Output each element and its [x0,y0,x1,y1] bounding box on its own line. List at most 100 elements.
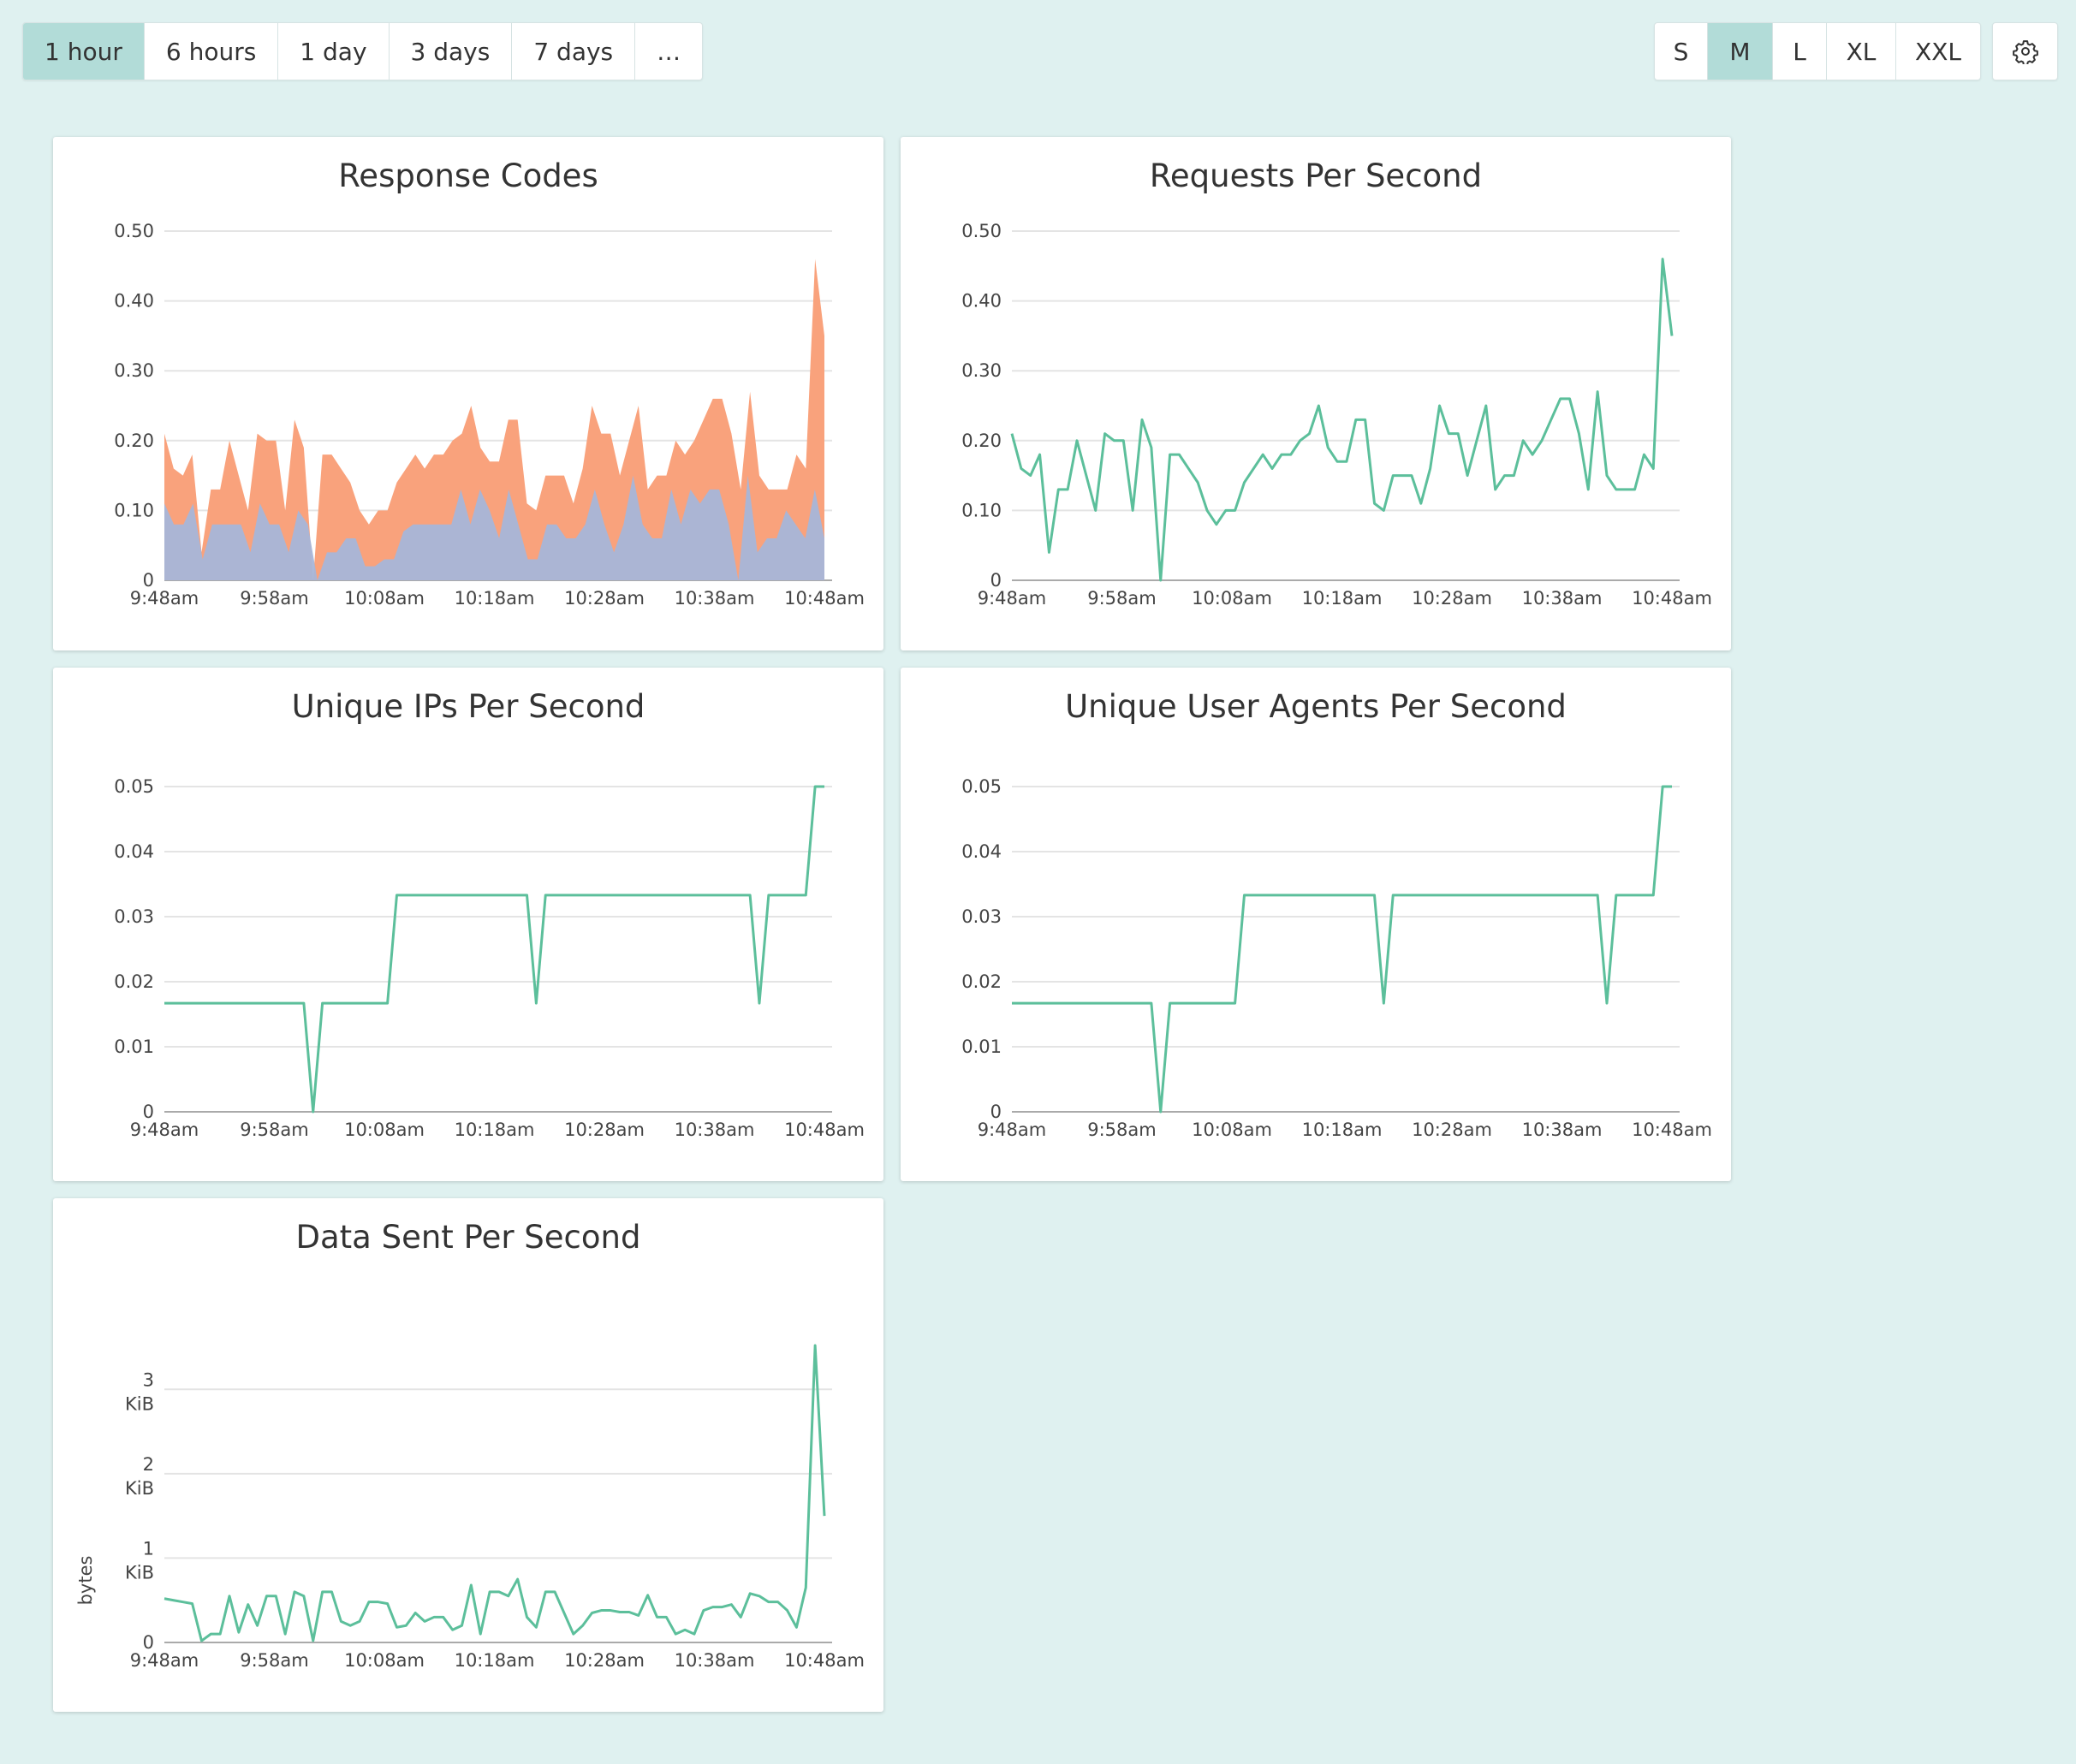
x-tick-label: 10:18am [1302,588,1383,609]
x-tick-label: 10:48am [1632,1120,1712,1140]
range-1-hour-button[interactable]: 1 hour [23,23,145,80]
x-tick-label: 10:38am [1522,1120,1603,1140]
series-line [1010,258,1674,582]
data-sent-chart: 0 1 KiB 2 KiB 3 KiB bytes 9:48am 9:58am 10:08am 10:… [75,1344,865,1671]
toolbar: 1 hour 6 hours 1 day 3 days 7 days … S M… [0,0,2076,103]
panel-unique-ips: Unique IPs Per Second 0 0.01 0.02 0.03 0.04 0… [53,668,883,1181]
range-more-button[interactable]: … [657,37,681,66]
y-tick-label: 0.02 [114,971,154,992]
y-tick-label: 0.05 [961,776,1002,797]
y-tick-label: 0.50 [114,221,154,241]
x-tick-label: 10:38am [675,588,755,609]
x-tick-label: 9:48am [130,588,199,609]
x-tick-label: 9:48am [978,588,1046,609]
y-tick-label: 0.03 [114,906,154,927]
x-tick-label: 9:58am [1087,1120,1156,1140]
panel-data-sent: Data Sent Per Second 0 1 KiB 2 KiB 3 KiB bytes 9… [53,1198,883,1712]
panel-unique-user-agents: Unique User Agents Per Second 0 0.01 0.02 0… [901,668,1731,1181]
x-tick-label: 10:28am [564,588,645,609]
y-tick-label: 3 [143,1369,154,1390]
series-line [164,785,824,1114]
panel-title: Unique User Agents Per Second [1065,688,1567,725]
panel-requests-per-second: Requests Per Second 0 0.10 0.20 0.30 0.40 0.5… [901,137,1731,650]
y-tick-label: 0.30 [961,360,1002,381]
y-tick-label: 0 [143,1632,154,1653]
x-tick-label: 10:28am [564,1120,645,1140]
chart-size-group: S M L XL XXL [1654,22,1981,80]
y-tick-label: 0.05 [114,776,154,797]
panel-title: Unique IPs Per Second [291,688,645,725]
x-tick-label: 10:18am [455,1650,535,1671]
y-tick-label: 0.50 [961,221,1002,241]
y-tick-label: 0.04 [961,841,1002,862]
area-series-blue [164,475,824,580]
x-tick-label: 10:08am [1192,1120,1272,1140]
y-tick-label: 0.40 [114,291,154,312]
x-tick-label: 10:38am [1522,588,1603,609]
response-codes-chart: 0 0.10 0.20 0.30 0.40 0.50 9:48am 9:58am 10:08am… [114,221,865,609]
y-tick-label: 0 [990,570,1002,591]
panel-title: Response Codes [338,157,598,194]
x-tick-label: 10:38am [675,1120,755,1140]
x-tick-label: 10:18am [455,1120,535,1140]
settings-group [1992,22,2058,80]
y-tick-label: 0.01 [114,1036,154,1057]
panel-title: Data Sent Per Second [295,1219,641,1256]
x-tick-label: 9:58am [240,1650,308,1671]
x-tick-label: 10:08am [1192,588,1272,609]
area-series-orange [164,258,824,580]
x-tick-label: 10:48am [784,1120,865,1140]
y-axis-label: bytes [75,1556,96,1606]
x-tick-label: 9:58am [240,1120,308,1140]
requests-chart: 0 0.10 0.20 0.30 0.40 0.50 9:48am 9:58am 10:08am… [961,221,1712,609]
x-tick-label: 10:18am [1302,1120,1383,1140]
x-tick-label: 9:58am [240,588,308,609]
x-tick-label: 9:48am [978,1120,1046,1140]
x-tick-label: 9:58am [1087,588,1156,609]
size-l-button[interactable]: L [1773,23,1827,80]
x-tick-label: 9:48am [130,1650,199,1671]
x-tick-label: 10:08am [344,588,425,609]
x-tick-label: 10:18am [455,588,535,609]
y-tick-label: 0.01 [961,1036,1002,1057]
range-1-day-button[interactable]: 1 day [278,23,390,80]
panel-title: Requests Per Second [1149,157,1483,194]
unique-agents-chart: 0 0.01 0.02 0.03 0.04 0.05 9:48am 9:58am 10:08am… [961,776,1712,1140]
x-tick-label: 10:08am [344,1120,425,1140]
x-tick-label: 10:28am [1412,588,1492,609]
x-tick-label: 10:28am [1412,1120,1492,1140]
x-tick-label: 10:28am [564,1650,645,1671]
y-tick-label: 0.10 [114,500,154,520]
y-tick-label: 0.10 [961,500,1002,520]
size-xl-button[interactable]: XL [1827,23,1896,80]
size-xxl-button[interactable]: XXL [1915,37,1961,66]
series-line [164,1344,826,1642]
y-tick-label: 0.30 [114,360,154,381]
unique-ips-chart: 0 0.01 0.02 0.03 0.04 0.05 9:48am 9:58am 10:08am… [114,776,865,1140]
size-m-button[interactable]: M [1708,23,1773,80]
y-tick-label: 0 [990,1102,1002,1122]
y-tick-label: 0.20 [961,431,1002,451]
gear-icon [2012,40,2038,64]
time-range-group: 1 hour 6 hours 1 day 3 days 7 days … [22,22,704,80]
y-tick-label: 0 [143,570,154,591]
x-tick-label: 10:48am [784,588,865,609]
series-line [1012,785,1672,1114]
range-7-days-button[interactable]: 7 days [512,23,636,80]
y-tick-label: 0.40 [961,291,1002,312]
y-tick-unit: KiB [125,1478,154,1499]
range-6-hours-button[interactable]: 6 hours [145,23,279,80]
y-tick-label: 2 [143,1454,154,1475]
range-3-days-button[interactable]: 3 days [390,23,513,80]
x-tick-label: 9:48am [130,1120,199,1140]
settings-button[interactable] [1993,23,2057,80]
x-tick-label: 10:48am [1632,588,1712,609]
x-tick-label: 10:48am [784,1650,865,1671]
y-tick-label: 1 [143,1538,154,1559]
y-tick-label: 0 [143,1102,154,1122]
x-tick-label: 10:38am [675,1650,755,1671]
y-tick-label: 0.04 [114,841,154,862]
size-s-button[interactable]: S [1655,23,1708,80]
panel-response-codes: Response Codes 0 0.10 0.20 0.30 0.40 0.50 9:48… [53,137,883,650]
y-tick-label: 0.02 [961,971,1002,992]
